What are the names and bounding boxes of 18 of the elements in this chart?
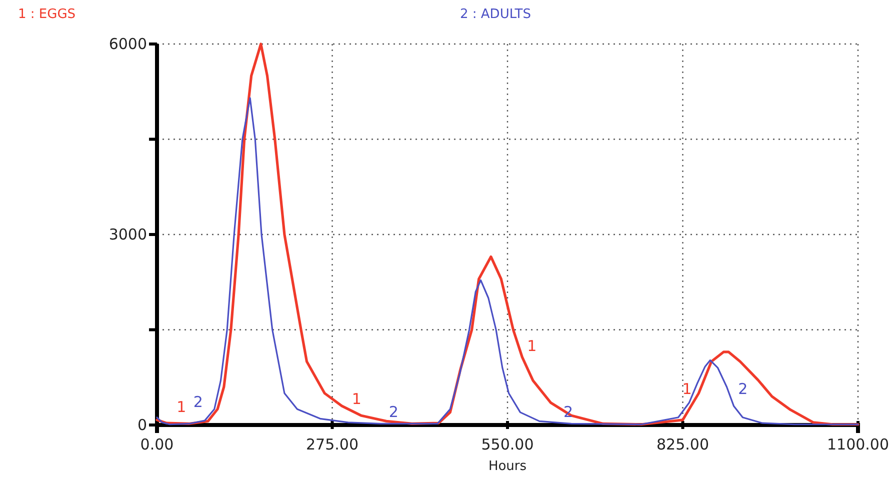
- x-tick-label: 0.00: [140, 436, 174, 454]
- x-tick-label: 275.00: [306, 436, 358, 454]
- y-tick-label: 0: [137, 416, 147, 434]
- annotation: 1: [352, 390, 362, 408]
- annotation: 1: [682, 380, 692, 398]
- annotation: 1: [176, 398, 186, 416]
- x-tick-label: 825.00: [656, 436, 709, 454]
- annotation: 2: [388, 403, 398, 422]
- annotation: 2: [738, 380, 748, 398]
- y-tick-label: 6000: [108, 34, 147, 53]
- text: 2 : ADULTS: [460, 7, 531, 22]
- x-axis-title: Hours: [488, 459, 527, 474]
- annotation: 2: [193, 392, 203, 411]
- x-tick-label: 550.00: [481, 436, 534, 454]
- text: 1 : EGGS: [18, 7, 76, 22]
- y-tick-label: 3000: [108, 225, 147, 244]
- x-tick-label: 1100.00: [826, 436, 890, 454]
- annotation: 1: [527, 337, 537, 356]
